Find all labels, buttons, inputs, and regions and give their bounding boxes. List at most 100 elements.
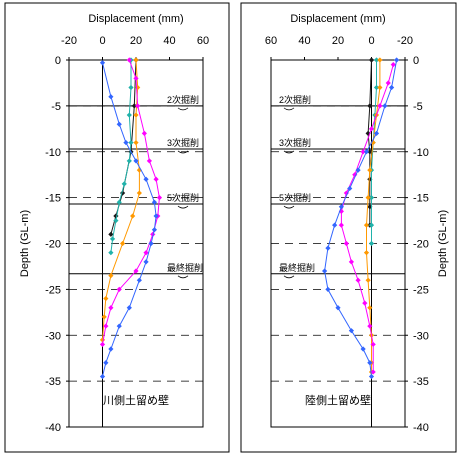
panel2-series-4-point — [385, 80, 391, 86]
panel1-series-2-point — [113, 217, 119, 224]
panel2-y-tick-label: -25 — [413, 284, 429, 296]
panel1-series-4-point — [146, 158, 152, 164]
panel2-excavation-label: 3次掘削 — [279, 137, 311, 148]
panel1-series-4-point — [116, 286, 122, 292]
panel1-series-2-point — [126, 112, 132, 118]
panel2-series-5-point — [325, 245, 331, 251]
panel2-series-3-point — [363, 250, 370, 256]
panel1-y-tick-label: -35 — [45, 376, 61, 388]
panel2-series-4-point — [377, 103, 383, 109]
panel1-excavation-label: 最終掘削 — [167, 262, 203, 273]
panel2-x-axis-title: Displacement (mm) — [290, 13, 385, 25]
panel1-series-1-line — [110, 59, 137, 235]
panel2-series-4-point — [367, 323, 373, 329]
panel1-excavation-marker — [177, 107, 189, 111]
panel1-series-4-point — [126, 57, 132, 63]
panel2-excavation-label: 2次掘削 — [279, 94, 311, 105]
panel2-series-3-point — [367, 167, 373, 173]
panel1-series-3-point — [101, 314, 107, 320]
panel2-y-tick-label: -40 — [413, 422, 429, 434]
panel1-y-tick-label: 0 — [55, 55, 61, 67]
panel2-x-tick-label: -20 — [397, 35, 413, 47]
panel2-series-4-point — [338, 222, 344, 228]
panel2-y-tick-label: -20 — [413, 239, 429, 251]
panel2-series-4-point — [390, 61, 396, 68]
panel1-x-tick-label: -20 — [61, 35, 77, 47]
panel2-series-4-point — [370, 341, 376, 348]
panel1-x-tick-label: 20 — [130, 35, 142, 47]
panel1-series-3-point — [108, 273, 114, 279]
panel2-series-4-point — [355, 277, 361, 283]
panel2-excavation-marker — [283, 107, 295, 111]
panel1-series-3-point — [120, 240, 126, 247]
panel2-series-4-point — [348, 259, 354, 265]
panel1-series-2-point — [128, 139, 134, 146]
panel1-wall-label: 川側土留め壁 — [103, 393, 169, 407]
panel2-y-tick-label: -30 — [413, 330, 429, 342]
panel1-series-5-point — [143, 176, 149, 182]
panel2-series-4-point — [360, 149, 366, 155]
panel2-series-5-point — [338, 204, 344, 210]
panel2-series-3-point — [365, 195, 371, 201]
panel2-series-5-point — [373, 130, 380, 136]
panel1-y-tick-label: -10 — [45, 147, 61, 159]
panel1-series-5-point — [148, 240, 154, 247]
panel2-series-5-point — [332, 222, 338, 228]
panel1-series-2-point — [121, 181, 127, 187]
panel2-y-tick-label: -10 — [413, 147, 429, 159]
panel1-series-4-point — [99, 341, 106, 348]
panel1-y-tick-label: -15 — [45, 193, 61, 205]
panel2-series-1-point — [367, 149, 373, 155]
panel1-series-2-point — [116, 199, 122, 205]
panel2-x-tick-label: 20 — [332, 35, 344, 47]
panel2-series-2-line — [371, 60, 377, 244]
panel2-series-1-point — [367, 103, 373, 109]
panel1-y-tick-label: -5 — [51, 101, 61, 113]
panel2-series-5-point — [322, 268, 328, 274]
panel1-series-1-point — [108, 231, 114, 237]
panel2-series-3-point — [365, 277, 371, 283]
panel1-series-5-point — [143, 259, 149, 265]
panel1-series-5-point — [103, 360, 109, 366]
panel1-series-3-point — [103, 295, 109, 302]
panel1-y-axis-title: Depth (GL-m) — [19, 210, 31, 277]
panel1-series-4-point — [153, 176, 159, 182]
panel1-series-3-point — [133, 57, 139, 63]
panel2-series-5-point — [382, 103, 388, 109]
panel1-series-4-point — [103, 323, 109, 329]
panel2-series-2-point — [368, 195, 375, 201]
panel2-excavation-marker — [283, 150, 295, 154]
panel2-series-5-point — [335, 305, 341, 311]
panel1-series-5-point — [153, 213, 159, 219]
panel1-series-4-point — [133, 75, 139, 81]
panel1-series-5-point — [126, 305, 132, 311]
panel1-series-5-point — [151, 227, 158, 233]
panel2-series-1-point — [365, 130, 371, 136]
panel2-series-2-point — [368, 222, 375, 228]
panel1-y-tick-label: -20 — [45, 239, 61, 251]
panel1-excavation-marker — [177, 150, 189, 154]
panel1-frame — [4, 2, 230, 453]
panel1-y-tick-label: -30 — [45, 330, 61, 342]
panel2-series-5-point — [368, 373, 375, 380]
panel2-series-3-point — [363, 222, 370, 228]
panel1-x-tick-label: 40 — [163, 35, 175, 47]
panel1-series-3-point — [135, 84, 141, 91]
panel2-series-4-point — [370, 369, 376, 375]
panel2-series-5-point — [394, 57, 400, 63]
panel1-series-5-point — [108, 94, 114, 100]
panel1-series-5-point — [108, 346, 114, 352]
panel1-series-3-line — [102, 59, 140, 340]
panel2-y-tick-label: -5 — [413, 101, 423, 113]
panel2-series-4-point — [338, 208, 344, 214]
panel2-series-5-point — [347, 185, 353, 192]
panel1-excavation-marker — [177, 205, 189, 209]
panel2-series-5-point — [348, 328, 354, 334]
panel1-series-4-point — [143, 250, 149, 256]
panel1-series-5-point — [116, 121, 122, 127]
panel1-series-2-point — [128, 84, 134, 91]
panel1-series-5-point — [116, 323, 122, 329]
panel1-series-2-point — [126, 158, 132, 164]
panel1-series-1-point — [113, 213, 119, 219]
panel2-series-5-point — [367, 360, 373, 366]
